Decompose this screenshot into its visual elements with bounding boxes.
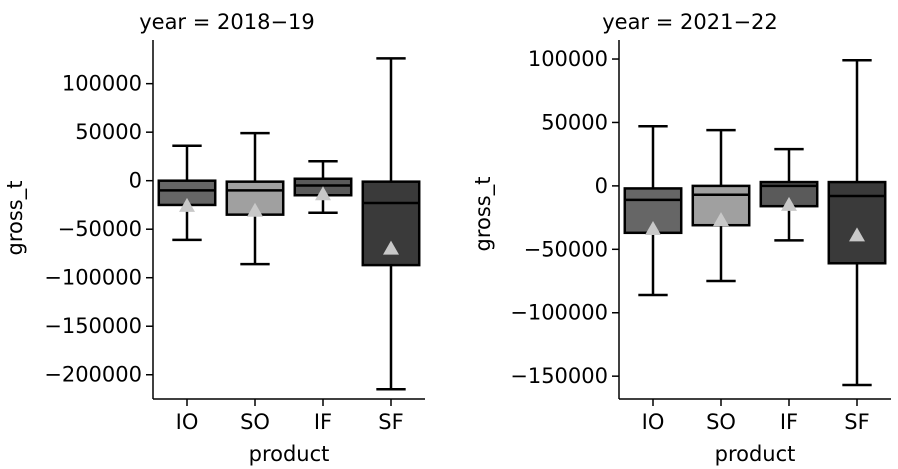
x-tick-label: IF	[314, 410, 332, 434]
y-tick-label: 100000	[528, 47, 608, 71]
x-tick-label: SO	[240, 410, 270, 434]
x-tick-label: SF	[844, 410, 869, 434]
mean-marker	[315, 186, 331, 201]
y-axis-ticks: 100000 50000 0 −50000 −100000 −150000	[510, 47, 619, 388]
y-tick-label: −100000	[44, 266, 142, 290]
x-axis-label: product	[715, 442, 796, 466]
box-sf	[827, 59, 887, 387]
mean-marker	[849, 227, 865, 242]
y-tick-label: −200000	[44, 363, 142, 387]
y-tick-label: 100000	[62, 72, 142, 96]
y-axis-ticks: 100000 50000 0 −50000 −100000 −150000 −200000	[44, 72, 153, 387]
y-tick-label: 50000	[75, 120, 142, 144]
box-sf	[361, 57, 421, 391]
box-if	[759, 147, 819, 242]
y-tick-label: −50000	[524, 237, 608, 261]
y-axis-label: gross_t	[3, 181, 28, 256]
y-tick-label: −100000	[510, 301, 608, 325]
mean-marker	[247, 202, 263, 217]
y-tick-label: −150000	[44, 314, 142, 338]
mean-marker	[781, 196, 797, 211]
x-axis-ticks: IO SO IF SF	[642, 399, 870, 434]
box-io	[157, 144, 217, 242]
x-axis-ticks: IO SO IF SF	[176, 399, 404, 434]
box-if	[293, 160, 353, 214]
mean-marker	[179, 197, 195, 212]
x-tick-label: IO	[176, 410, 199, 434]
box-io	[623, 125, 683, 297]
box-so	[225, 131, 285, 266]
y-tick-label: 50000	[541, 110, 608, 134]
x-axis-label: product	[249, 442, 330, 466]
panel-2018-19: year = 2018−19 gross_t product 100000 500…	[3, 10, 425, 466]
y-tick-label: 0	[595, 174, 608, 198]
y-axis-label: gross_t	[471, 177, 496, 252]
x-tick-label: SO	[706, 410, 736, 434]
box-so	[691, 128, 751, 283]
mean-marker	[645, 221, 661, 236]
y-tick-label: 0	[129, 169, 142, 193]
x-tick-label: SF	[378, 410, 403, 434]
box-series	[623, 59, 887, 387]
x-tick-label: IF	[780, 410, 798, 434]
box-series	[157, 57, 421, 391]
panel-2021-22: year = 2021−22 gross_t product 100000 500…	[471, 10, 891, 466]
y-tick-label: −50000	[58, 217, 142, 241]
mean-marker	[713, 212, 729, 227]
y-tick-label: −150000	[510, 364, 608, 388]
mean-marker	[383, 240, 399, 255]
iqr-box	[827, 180, 887, 265]
panel-title: year = 2021−22	[602, 10, 778, 34]
panel-title: year = 2018−19	[139, 10, 315, 34]
x-tick-label: IO	[642, 410, 665, 434]
